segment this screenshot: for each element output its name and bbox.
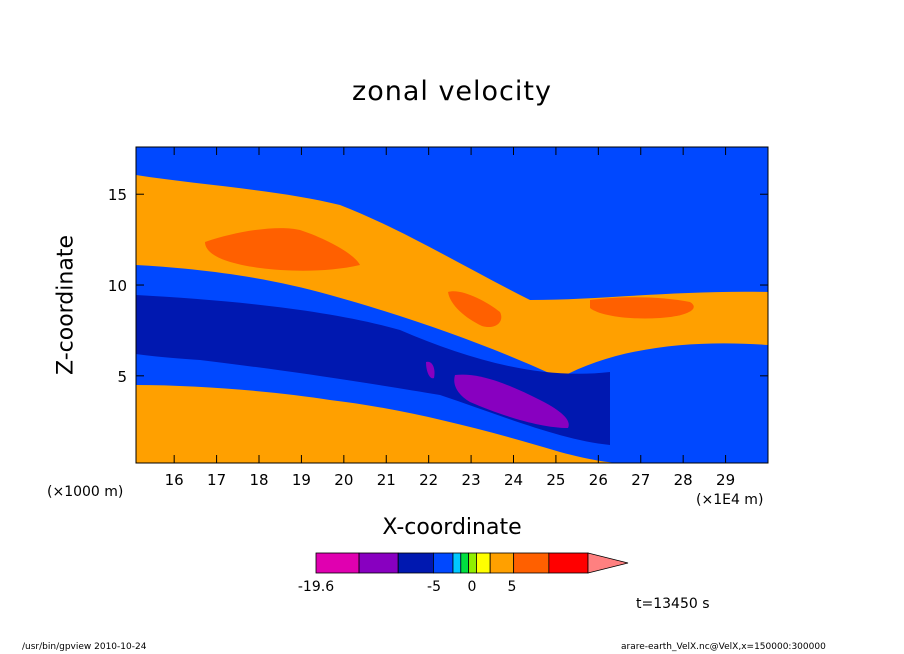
colorbar-label: -5 xyxy=(427,579,441,595)
x-tick-label: 22 xyxy=(419,471,438,489)
x-tick-label: 29 xyxy=(716,471,735,489)
colorbar-bin xyxy=(476,552,491,574)
plot-frame xyxy=(135,146,769,464)
x-tick-label: 19 xyxy=(292,471,311,489)
x-tick-label: 25 xyxy=(546,471,565,489)
x-axis: 16 17 18 19 20 21 22 23 24 25 26 27 28 29 xyxy=(165,147,735,489)
y-axis: 5 10 15 xyxy=(108,186,768,386)
colorbar-bin xyxy=(489,552,515,574)
colorbar-bin xyxy=(433,552,454,574)
chart-title: zonal velocity xyxy=(352,76,552,107)
y-tick-label: 15 xyxy=(108,186,127,204)
contour-region-upper-orange-layer xyxy=(136,175,768,378)
colorbar-label: 5 xyxy=(508,579,517,595)
x-tick-label: 26 xyxy=(589,471,608,489)
contour-region-purple-core xyxy=(426,361,435,379)
contour-region-purple-core xyxy=(454,374,569,428)
x-tick-label: 17 xyxy=(207,471,226,489)
contour-region-upper-orange-core xyxy=(205,228,360,271)
contour-region-upper-orange-core xyxy=(590,297,694,319)
colorbar-bin xyxy=(397,552,434,574)
footer-left: /usr/bin/gpview 2010-10-24 xyxy=(22,642,147,652)
x-tick-label: 18 xyxy=(249,471,268,489)
colorbar-label: 0 xyxy=(468,579,477,595)
colorbar-extension xyxy=(587,552,629,574)
contour-region-low-orange-layer xyxy=(136,385,620,463)
x-unit-label: (×1000 m) xyxy=(47,484,124,500)
colorbar-bin xyxy=(513,552,550,574)
colorbar-bin xyxy=(358,552,399,574)
y-tick-label: 5 xyxy=(117,368,127,386)
x-tick-label: 21 xyxy=(377,471,396,489)
colorbar-label: -19.6 xyxy=(298,579,334,595)
colorbar-bin xyxy=(468,552,477,574)
x-tick-label: 27 xyxy=(631,471,650,489)
colorbar: -19.6 -5 0 5 xyxy=(298,552,629,595)
time-label: t=13450 s xyxy=(636,596,710,612)
colorbar-bin xyxy=(315,552,360,574)
x-axis-label: X-coordinate xyxy=(382,515,522,540)
x-unit-label-right: (×1E4 m) xyxy=(696,492,764,508)
x-tick-label: 23 xyxy=(462,471,481,489)
x-tick-label: 24 xyxy=(504,471,523,489)
x-tick-label: 20 xyxy=(334,471,353,489)
contour-fills xyxy=(136,147,768,463)
y-tick-label: 10 xyxy=(108,277,127,295)
colorbar-bin xyxy=(548,552,589,574)
contour-region-upper-orange-core xyxy=(448,291,502,328)
x-tick-label: 28 xyxy=(674,471,693,489)
x-tick-label: 16 xyxy=(165,471,184,489)
colorbar-bin xyxy=(460,552,470,574)
footer-right: arare-earth_VelX.nc@VelX,x=150000:300000 xyxy=(621,642,826,652)
colorbar-bin xyxy=(452,552,462,574)
